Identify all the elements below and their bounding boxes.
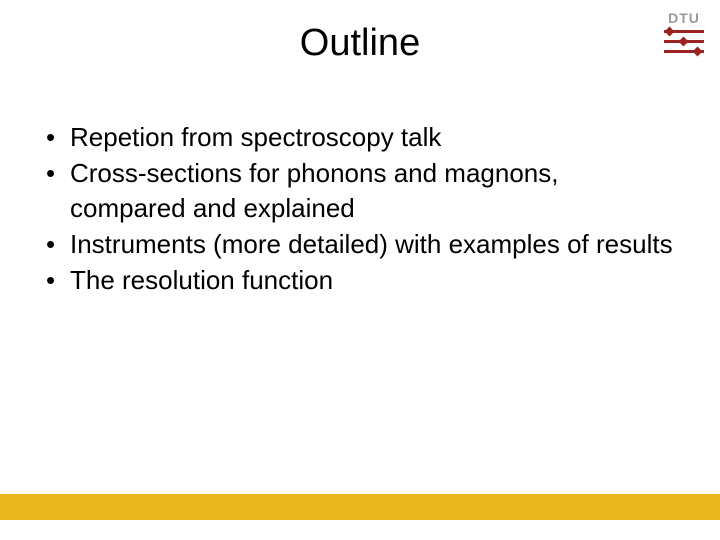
bullet-item: Instruments (more detailed) with example… xyxy=(40,227,680,261)
slide-title: Outline xyxy=(0,22,720,65)
footer-bar xyxy=(0,494,720,520)
bullet-list: Repetion from spectroscopy talk Cross-se… xyxy=(40,120,680,298)
bullet-item: The resolution function xyxy=(40,263,680,297)
slide: DTU Outline Repetion from spectroscopy t… xyxy=(0,0,720,540)
slide-content: Repetion from spectroscopy talk Cross-se… xyxy=(40,120,680,300)
bullet-item: Repetion from spectroscopy talk xyxy=(40,120,680,154)
bullet-item: Cross-sections for phonons and magnons, … xyxy=(40,156,680,225)
